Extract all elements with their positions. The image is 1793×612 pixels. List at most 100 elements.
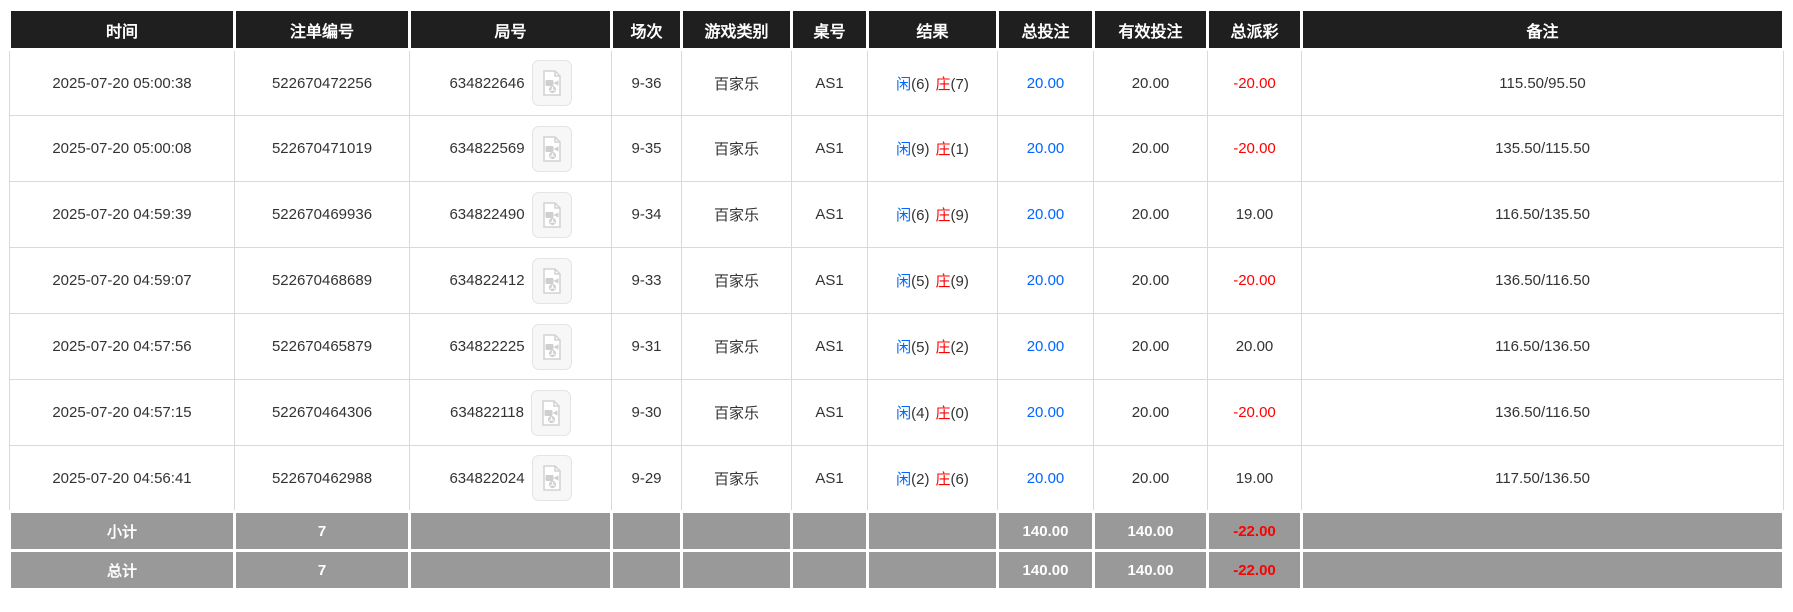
cell-session: 9-30 — [611, 379, 682, 446]
player-result-label: 闲 — [896, 141, 912, 158]
video-replay-button[interactable] — [531, 455, 572, 501]
cell-time: 2025-07-20 05:00:38 — [9, 49, 235, 116]
summary-empty-table — [790, 510, 869, 552]
cell-result: 闲(2) 庄(6) — [867, 445, 998, 512]
video-replay-icon — [542, 333, 561, 360]
cell-session: 9-29 — [611, 445, 682, 512]
video-replay-icon — [542, 70, 561, 96]
cell-game-type: 百家乐 — [681, 313, 792, 380]
cell-game-type: 百家乐 — [681, 445, 792, 512]
column-header: 有效投注 — [1092, 8, 1209, 51]
player-result-value: (6) — [911, 75, 930, 93]
round-number-text: 634822412 — [449, 272, 525, 289]
cell-total-bet: 20.00 — [997, 115, 1094, 182]
video-replay-button[interactable] — [531, 60, 572, 106]
cell-bet-number: 522670465879 — [234, 313, 410, 380]
cell-bet-number: 522670468689 — [234, 247, 410, 314]
video-replay-icon — [542, 201, 561, 228]
player-result-value: (5) — [911, 339, 930, 356]
column-header: 备注 — [1300, 8, 1785, 51]
cell-result: 闲(4) 庄(0) — [867, 379, 998, 446]
banker-result-label: 庄 — [935, 470, 951, 488]
cell-total-bet: 20.00 — [997, 313, 1094, 380]
video-replay-button[interactable] — [531, 191, 572, 238]
table-row: 2025-07-20 05:00:08 522670471019 6348225… — [9, 115, 1784, 182]
round-number-text: 634822490 — [449, 206, 525, 223]
cell-valid-bet: 20.00 — [1093, 313, 1208, 380]
cell-game-type: 百家乐 — [681, 247, 792, 314]
round-number-text: 634822646 — [449, 74, 525, 92]
cell-bet-number: 522670471019 — [234, 115, 410, 182]
cell-time: 2025-07-20 05:00:08 — [9, 115, 235, 182]
summary-total-bet: 140.00 — [996, 549, 1095, 591]
cell-game-type: 百家乐 — [681, 181, 792, 248]
summary-valid-bet: 140.00 — [1092, 549, 1209, 591]
summary-empty-game — [680, 549, 793, 591]
cell-session: 9-31 — [611, 313, 682, 380]
banker-result-label: 庄 — [935, 207, 951, 224]
cell-bet-number: 522670462988 — [234, 445, 410, 512]
cell-session: 9-33 — [611, 247, 682, 314]
video-replay-button[interactable] — [531, 257, 572, 304]
player-result-value: (5) — [911, 273, 930, 290]
cell-session: 9-34 — [611, 181, 682, 248]
player-result-label: 闲 — [896, 75, 912, 93]
column-header: 场次 — [610, 8, 683, 51]
summary-payout: -22.00 — [1206, 549, 1303, 591]
player-result-label: 闲 — [896, 207, 912, 224]
column-header: 游戏类别 — [680, 8, 793, 51]
cell-round-number: 634822490 — [409, 181, 612, 248]
cell-payout: -20.00 — [1207, 49, 1302, 116]
summary-payout: -22.00 — [1206, 510, 1303, 552]
bet-history-table: 时间 注单编号 局号 场次 游戏类别 桌号 结果 总投注 有效投注 总派彩 备注 2025-07-2… — [8, 8, 1785, 591]
summary-total-bet: 140.00 — [996, 510, 1095, 552]
video-replay-button[interactable] — [531, 323, 572, 370]
summary-count: 7 — [233, 510, 411, 552]
table-row: 2025-07-20 05:00:38 522670472256 6348226… — [9, 49, 1784, 116]
table-row: 2025-07-20 04:59:39 522670469936 6348224… — [9, 181, 1784, 248]
column-header: 时间 — [8, 8, 236, 51]
header-row: 时间 注单编号 局号 场次 游戏类别 桌号 结果 总投注 有效投注 总派彩 备注 — [8, 8, 1785, 51]
player-result-label: 闲 — [896, 405, 912, 422]
cell-time: 2025-07-20 04:57:56 — [9, 313, 235, 380]
cell-bet-number: 522670472256 — [234, 49, 410, 116]
cell-valid-bet: 20.00 — [1093, 181, 1208, 248]
column-header: 结果 — [866, 8, 999, 51]
video-replay-icon — [542, 267, 561, 294]
player-result-label: 闲 — [896, 470, 912, 488]
round-number-text: 634822225 — [449, 338, 525, 355]
video-replay-button[interactable] — [530, 389, 571, 436]
column-header: 总派彩 — [1206, 8, 1303, 51]
player-result-value: (9) — [911, 141, 930, 158]
player-result-value: (6) — [911, 207, 930, 224]
banker-result-value: (0) — [950, 405, 969, 422]
summary-valid-bet: 140.00 — [1092, 510, 1209, 552]
summary-row: 小计 7 140.00 140.00 -22.00 — [8, 510, 1785, 552]
video-replay-icon — [542, 135, 561, 162]
video-replay-icon — [542, 465, 561, 491]
cell-valid-bet: 20.00 — [1093, 49, 1208, 116]
column-header: 注单编号 — [233, 8, 411, 51]
cell-remark: 117.50/136.50 — [1301, 445, 1784, 512]
cell-valid-bet: 20.00 — [1093, 379, 1208, 446]
banker-result-value: (9) — [950, 207, 969, 224]
cell-game-type: 百家乐 — [681, 115, 792, 182]
cell-remark: 136.50/116.50 — [1301, 247, 1784, 314]
banker-result-value: (2) — [950, 339, 969, 356]
summary-empty-round — [408, 510, 613, 552]
cell-time: 2025-07-20 04:59:07 — [9, 247, 235, 314]
cell-time: 2025-07-20 04:57:15 — [9, 379, 235, 446]
player-result-label: 闲 — [896, 273, 912, 290]
cell-payout: -20.00 — [1207, 115, 1302, 182]
player-result-label: 闲 — [896, 339, 912, 356]
cell-payout: 19.00 — [1207, 445, 1302, 512]
cell-round-number: 634822225 — [409, 313, 612, 380]
cell-game-type: 百家乐 — [681, 49, 792, 116]
cell-result: 闲(5) 庄(9) — [867, 247, 998, 314]
cell-result: 闲(6) 庄(7) — [867, 49, 998, 116]
cell-table-number: AS1 — [791, 445, 868, 512]
video-replay-button[interactable] — [531, 125, 572, 172]
summary-empty-remark — [1300, 510, 1785, 552]
table-row: 2025-07-20 04:56:41 522670462988 6348220… — [9, 445, 1784, 512]
cell-session: 9-36 — [611, 49, 682, 116]
